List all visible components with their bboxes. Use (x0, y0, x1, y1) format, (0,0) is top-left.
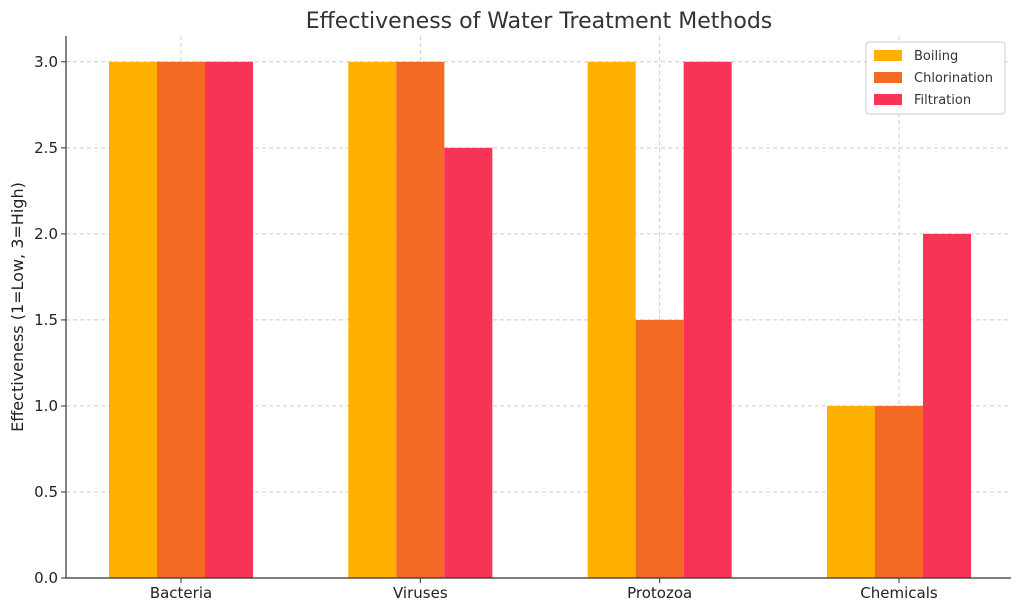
legend-swatch-boiling (874, 50, 902, 61)
bar-boiling-chemicals (827, 405, 875, 578)
y-tick-label: 1.0 (34, 397, 58, 415)
legend-label-boiling: Boiling (914, 49, 958, 64)
bar-filtration-protozoa (683, 61, 732, 579)
bar-filtration-chemicals (923, 233, 971, 578)
y-tick-label: 3.0 (34, 53, 58, 71)
tick-labels: 0.0 0.5 1.0 1.5 2.0 2.5 3.0 Bacteria Viruses Prot… (34, 53, 938, 602)
bar-boiling-protozoa (587, 61, 636, 579)
y-tick-label: 1.5 (34, 311, 58, 329)
legend-swatch-filtration (874, 94, 902, 105)
legend-swatch-chlorination (874, 72, 902, 83)
x-tick-label: Chemicals (860, 584, 938, 602)
y-axis-label: Effectiveness (1=Low, 3=High) (8, 182, 27, 432)
y-tick-label: 2.5 (34, 139, 58, 157)
legend-label-filtration: Filtration (914, 93, 971, 108)
bars (109, 61, 971, 579)
x-tick-label: Protozoa (627, 584, 692, 602)
bar-chlorination-viruses (396, 61, 445, 579)
bar-chlorination-bacteria (157, 61, 205, 579)
axes (65, 36, 1011, 579)
y-tick-label: 2.0 (34, 225, 58, 243)
bar-chlorination-chemicals (875, 405, 923, 578)
bar-chlorination-protozoa (635, 319, 684, 578)
bar-filtration-viruses (444, 147, 493, 579)
x-tick-label: Viruses (393, 584, 448, 602)
chart-title: Effectiveness of Water Treatment Methods (306, 9, 773, 34)
x-tick-label: Bacteria (150, 584, 212, 602)
bar-boiling-viruses (348, 61, 397, 579)
legend: Boiling Chlorination Filtration (865, 41, 1006, 115)
bar-boiling-bacteria (109, 61, 157, 579)
bar-filtration-bacteria (205, 61, 253, 579)
y-tick-label: 0.5 (34, 483, 58, 501)
y-tick-label: 0.0 (34, 569, 58, 587)
legend-label-chlorination: Chlorination (914, 71, 993, 86)
